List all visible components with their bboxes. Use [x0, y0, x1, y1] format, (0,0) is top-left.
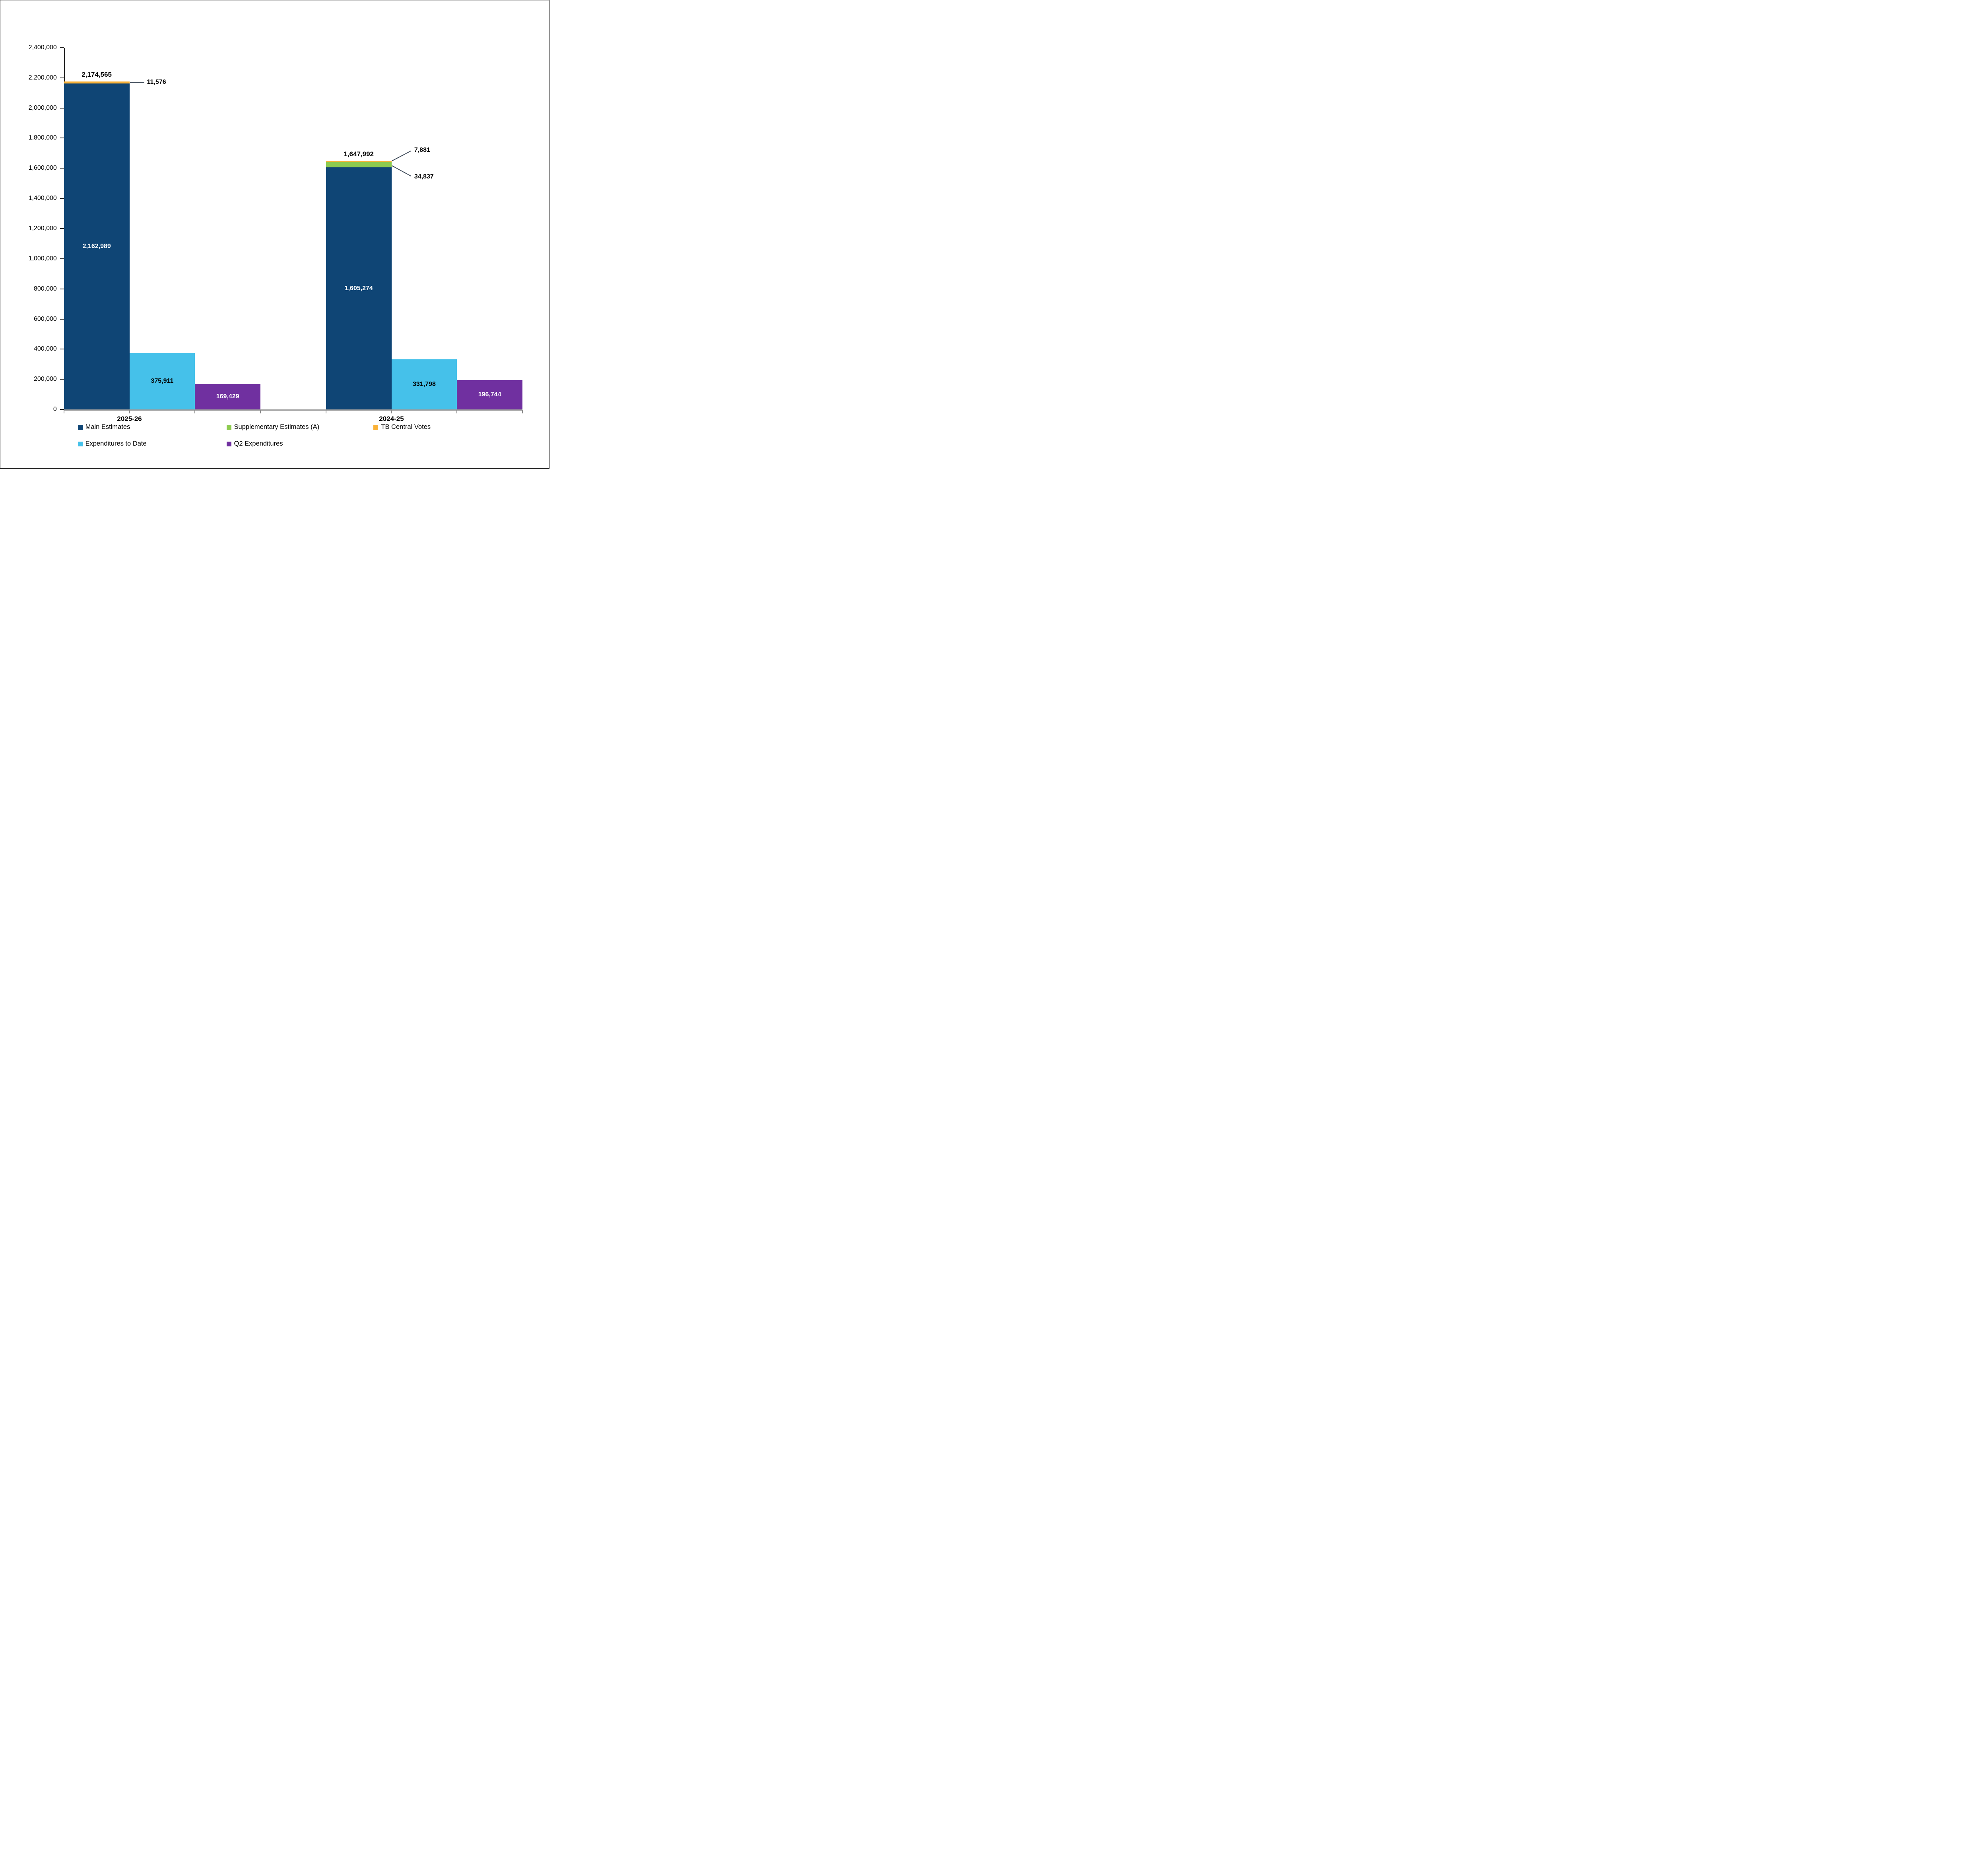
y-axis-tick-label: 800,000	[33, 285, 57, 292]
stack-total-label-2024-25: 1,647,992	[344, 150, 374, 158]
y-axis-tick-label: 600,000	[33, 315, 57, 322]
stack-total-label-2025-26: 2,174,565	[82, 71, 112, 79]
y-axis-tick-label: 0	[53, 406, 57, 413]
bar-segment-main-estimates-2024-25: 1,605,274	[326, 167, 392, 410]
legend-swatch-main-estimates	[78, 425, 83, 430]
legend-label-main-estimates: Main Estimates	[85, 423, 130, 430]
category-label-2025-26: 2025-26	[117, 415, 142, 423]
legend-item-main-estimates: Main Estimates	[78, 423, 130, 431]
y-axis-tick-label: 2,200,000	[28, 74, 57, 81]
y-axis-tick-label: 2,000,000	[28, 104, 57, 111]
bar-expenditures-to-date-2024-25: 331,798	[391, 359, 457, 410]
bar-segment-tb-central-votes-2025-26	[64, 81, 130, 83]
y-axis-tick-mark	[60, 47, 64, 48]
legend-item-q2-expenditures: Q2 Expenditures	[226, 440, 283, 448]
legend-swatch-supplementary-estimates	[226, 425, 231, 430]
bar-expenditures-to-date-2025-26: 375,911	[129, 353, 195, 410]
x-axis-tick-mark	[129, 410, 130, 414]
y-axis-tick-mark	[60, 228, 64, 229]
y-axis-tick-label: 200,000	[33, 376, 57, 383]
y-axis-tick-label: 1,800,000	[28, 134, 57, 142]
legend-row-2: Expenditures to Date Q2 Expenditures	[0, 440, 549, 448]
bar-segment-supplementary-estimates-2024-25	[326, 162, 392, 168]
y-axis-tick-mark	[60, 107, 64, 109]
legend-item-tb-central-votes: TB Central Votes	[373, 423, 431, 431]
stacked-bar-2025-26: 2,162,989 2,174,565	[64, 48, 130, 410]
legend-item-expenditures-to-date: Expenditures to Date	[78, 440, 147, 448]
y-axis-tick-label: 2,400,000	[28, 44, 57, 51]
legend-swatch-q2-expenditures	[226, 441, 231, 446]
legend-swatch-tb-central-votes	[373, 425, 379, 430]
y-axis-tick-label: 1,600,000	[28, 165, 57, 172]
bar-q2-expenditures-2024-25: 196,744	[457, 380, 523, 410]
x-axis-tick-mark	[522, 410, 523, 414]
legend-swatch-expenditures-to-date	[78, 441, 83, 446]
x-axis-tick-mark	[391, 410, 392, 414]
bar-segment-main-estimates-2025-26: 2,162,989	[64, 83, 130, 410]
x-axis-tick-mark	[456, 410, 458, 414]
legend-label-q2-expenditures: Q2 Expenditures	[234, 440, 283, 448]
y-axis-tick-label: 1,400,000	[28, 195, 57, 202]
chart: 2,400,000 2,200,000 2,000,000 1,800,000 1,60…	[0, 0, 549, 469]
bar-value-main-estimates-2024-25: 1,605,274	[344, 285, 373, 292]
callout-tb-central-votes-2024-25: 7,881	[414, 147, 430, 154]
x-axis-line	[64, 409, 523, 411]
legend-row-1: Main Estimates Supplementary Estimates (…	[0, 423, 549, 431]
y-axis-tick-mark	[60, 168, 64, 169]
y-axis-tick-label: 1,200,000	[28, 225, 57, 232]
legend-label-tb-central-votes: TB Central Votes	[381, 423, 431, 430]
bar-value-expenditures-to-date-2025-26: 375,911	[151, 377, 174, 384]
bar-value-expenditures-to-date-2024-25: 331,798	[413, 381, 436, 388]
stacked-bar-2024-25: 1,605,274 1,647,992	[326, 48, 392, 410]
y-axis-tick-mark	[60, 258, 64, 259]
legend-item-supplementary-estimates: Supplementary Estimates (A)	[226, 423, 320, 431]
callout-tb-central-votes-2025-26: 11,576	[147, 79, 166, 86]
y-axis-tick-mark	[60, 318, 64, 320]
legend-label-expenditures-to-date: Expenditures to Date	[85, 440, 147, 448]
bar-value-q2-expenditures-2024-25: 196,744	[478, 391, 501, 398]
bar-segment-tb-central-votes-2024-25	[326, 161, 392, 163]
x-axis-tick-mark	[194, 410, 196, 414]
y-axis-tick-label: 400,000	[33, 345, 57, 353]
legend-label-supplementary-estimates: Supplementary Estimates (A)	[234, 423, 320, 430]
bar-value-main-estimates-2025-26: 2,162,989	[82, 242, 111, 250]
y-axis-tick-mark	[60, 379, 64, 380]
category-label-2024-25: 2024-25	[379, 415, 404, 423]
plot-area: 2,162,989 2,174,565 375,911 169,429 1,60…	[64, 48, 523, 410]
bar-value-q2-expenditures-2025-26: 169,429	[216, 393, 239, 400]
y-axis-tick-mark	[60, 198, 64, 199]
bar-q2-expenditures-2025-26: 169,429	[195, 384, 261, 410]
x-axis-tick-mark	[260, 410, 261, 414]
y-axis-tick-label: 1,000,000	[28, 255, 57, 262]
callout-supplementary-estimates-2024-25: 34,837	[414, 173, 434, 180]
